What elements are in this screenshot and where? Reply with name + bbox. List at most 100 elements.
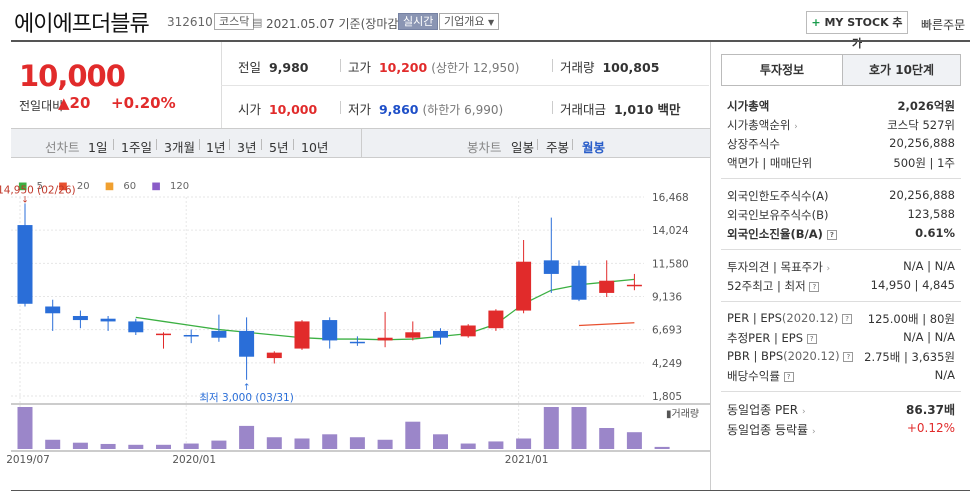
candle-body — [72, 315, 88, 321]
industry-per-row[interactable]: 동일업종 PER › 86.37배 — [727, 401, 955, 419]
divider — [552, 101, 553, 114]
realtime-button[interactable]: 실시간 — [398, 13, 439, 30]
pbr-value: 2.75배 | 3,635원 — [864, 350, 955, 364]
candle-body — [405, 332, 421, 338]
candle-body — [156, 333, 171, 336]
range-1y[interactable]: 1년 — [206, 140, 226, 155]
volume-bar — [156, 444, 171, 449]
price-chart[interactable]: 16,468 14,024 11,580 9,136 6,693 4,249 1,805 20… — [0, 0, 710, 490]
dividend-row: 배당수익률 ? N/A — [727, 368, 955, 386]
candle-body — [322, 320, 338, 341]
legend-ma5-label: 5 — [36, 181, 44, 192]
my-stock-add-button[interactable]: + MY STOCK 추가 — [806, 11, 908, 50]
volume-bar — [322, 434, 338, 449]
y-tick-label: 16,468 — [652, 192, 689, 204]
par-value: 500원 | 1주 — [893, 156, 955, 170]
market-badge: 코스닥 — [214, 13, 255, 30]
volume-label: ▮거래량 — [666, 408, 699, 420]
volume-bar — [17, 407, 33, 449]
market-cap-label: 시가총액 — [727, 99, 770, 113]
pbr-date: (2020.12) — [783, 349, 840, 363]
divider — [199, 139, 200, 150]
divider — [261, 139, 262, 150]
volume-bar — [460, 443, 476, 449]
corp-info-label: 기업개요 — [444, 15, 485, 28]
volume-bar — [488, 441, 504, 449]
range-3m[interactable]: 3개월 — [164, 140, 195, 155]
rank-value: 코스닥 527위 — [887, 118, 955, 132]
shares-value: 20,256,888 — [889, 136, 955, 150]
par-row: 액면가 | 매매단위 500원 | 1주 — [727, 155, 955, 173]
price-change: ▲20 — [58, 94, 90, 112]
tab-orderbook[interactable]: 호가 10단계 — [842, 55, 960, 85]
y-tick-label: 4,249 — [652, 358, 682, 370]
candle-daily[interactable]: 일봉 — [511, 140, 535, 155]
bottom-divider — [11, 490, 970, 491]
w52-row: 52주최고 | 최저 ? 14,950 | 4,845 — [727, 278, 955, 296]
rank-row[interactable]: 시가총액순위 › 코스닥 527위 — [727, 117, 955, 135]
quick-order-link[interactable]: 빠른주문 — [921, 18, 966, 32]
stock-header: 에이에프더블류 312610 코스닥 ▤ 2021.05.07 기준(장마감) … — [0, 0, 973, 50]
industry-change-label: 동일업종 등락률 — [727, 423, 809, 437]
market-cap-value: 2,026억원 — [897, 99, 955, 113]
volume-bar — [266, 437, 282, 449]
shares-row: 상장주식수 20,256,888 — [727, 136, 955, 154]
volume-bar — [45, 439, 61, 449]
legend-ma120-label: 120 — [169, 181, 190, 192]
corp-info-dropdown[interactable]: 기업개요 ▼ — [439, 13, 500, 30]
header-divider — [11, 40, 970, 42]
invest-info-panel: 투자정보 호가 10단계 시가총액 2,026억원 시가총액순위 › 코스닥 527… — [710, 42, 970, 490]
divider — [156, 139, 157, 150]
shares-label: 상장주식수 — [727, 137, 780, 151]
legend-ma60-label: 60 — [123, 181, 137, 192]
ma20-line — [578, 322, 635, 327]
legend-ma120: ■ 120 — [151, 181, 190, 192]
help-icon[interactable]: ? — [843, 351, 854, 362]
help-icon[interactable]: ? — [842, 313, 853, 324]
up-triangle-icon: ▲ — [58, 94, 70, 112]
help-icon[interactable]: ? — [806, 333, 817, 344]
per-label: PER | EPS — [727, 311, 782, 325]
stock-name: 에이에프더블류 — [14, 12, 150, 37]
foreign-hold-row: 외국인보유주식수(B) 123,588 — [727, 207, 955, 225]
volume-bar — [543, 407, 559, 449]
trade-amount: 거래대금 1,010 백만 — [560, 99, 681, 118]
help-icon[interactable]: ? — [826, 229, 837, 240]
candle-weekly[interactable]: 주봉 — [546, 140, 570, 155]
foreign-hold-label: 외국인보유주식수(B) — [727, 208, 829, 222]
volume-bar — [571, 407, 587, 449]
industry-per-value: 86.37배 — [906, 403, 955, 417]
opinion-value: N/A | N/A — [903, 259, 955, 273]
chart-legend: ■ 5 ■ 20 ■ 60 ■ 120 — [18, 181, 201, 192]
chevron-right-icon: › — [811, 427, 816, 437]
quote-grid: 전일 9,980 고가 10,200 (상한가 12,950) 거래량 100,… — [221, 42, 709, 128]
chevron-right-icon: › — [826, 264, 831, 274]
volume-bar — [183, 443, 199, 449]
current-price: 10,000 — [19, 59, 126, 93]
help-icon[interactable]: ? — [783, 371, 794, 382]
est-per-row: 추정PER | EPS ? N/A | N/A — [727, 330, 955, 348]
industry-change-row[interactable]: 동일업종 등락률 › +0.12% — [727, 421, 955, 439]
prev-close: 전일 9,980 — [238, 57, 309, 76]
range-10y[interactable]: 10년 — [301, 140, 329, 155]
industry-change-value: +0.12% — [906, 421, 955, 435]
chevron-right-icon: › — [794, 122, 798, 132]
range-1w[interactable]: 1주일 — [121, 140, 152, 155]
range-5y[interactable]: 5년 — [269, 140, 289, 155]
help-icon[interactable]: ? — [809, 281, 820, 292]
y-tick-label: 6,693 — [652, 325, 682, 337]
change-value: 20 — [69, 94, 91, 112]
chevron-down-icon: ▼ — [487, 18, 495, 27]
candle-monthly[interactable]: 월봉 — [582, 140, 606, 155]
divider — [113, 139, 114, 150]
high-value: 10,200 — [378, 60, 428, 75]
range-3y[interactable]: 3년 — [237, 140, 257, 155]
per-value: 125.00배 | 80원 — [867, 312, 955, 326]
tab-invest-info[interactable]: 투자정보 — [722, 55, 842, 85]
volume-bar — [349, 437, 365, 449]
legend-ma20: ■ 20 — [58, 181, 90, 192]
volume-bar — [128, 444, 144, 449]
candle-body — [349, 341, 365, 344]
down-arrow-icon: ↓ — [21, 195, 29, 205]
range-1d[interactable]: 1일 — [88, 140, 108, 155]
